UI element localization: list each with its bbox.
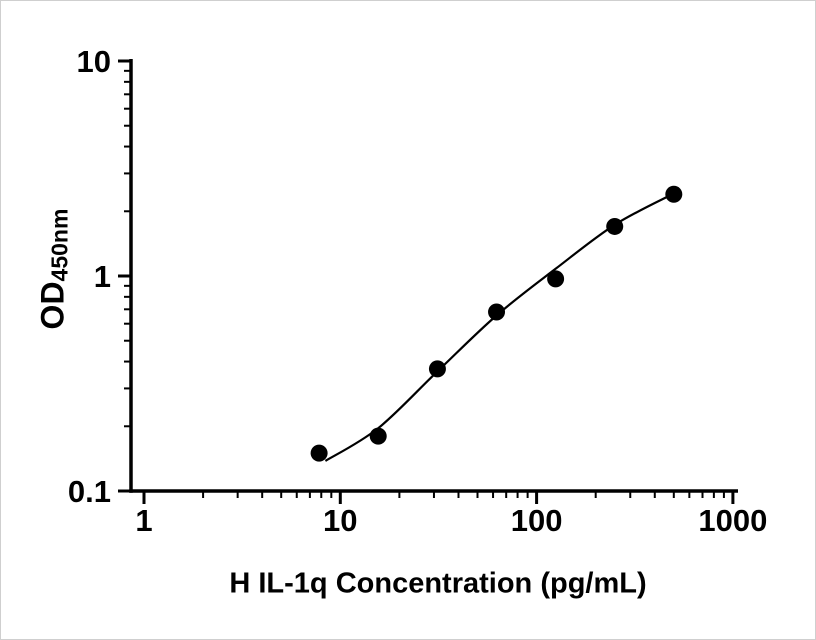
data-point: [428, 360, 446, 378]
x-tick-label: 100: [511, 503, 563, 538]
data-point: [665, 185, 683, 203]
y-tick-label: 0.1: [68, 474, 111, 509]
x-axis-label: H IL-1q Concentration (pg/mL): [229, 567, 647, 600]
y-axis-label: OD450nm: [34, 208, 73, 330]
data-point: [606, 217, 624, 235]
data-point: [488, 303, 506, 321]
x-tick-label: 1000: [698, 503, 767, 538]
y-tick-label: 10: [77, 44, 111, 79]
x-tick-label: 1: [135, 503, 152, 538]
data-point: [547, 270, 565, 288]
y-axis-label-sub: 450nm: [46, 208, 73, 282]
y-tick-label: 1: [94, 259, 111, 294]
data-point: [369, 427, 387, 445]
fit-curve: [324, 192, 675, 462]
y-axis-label-main: OD: [34, 281, 71, 330]
data-point: [310, 444, 328, 462]
x-tick-label: 10: [323, 503, 357, 538]
